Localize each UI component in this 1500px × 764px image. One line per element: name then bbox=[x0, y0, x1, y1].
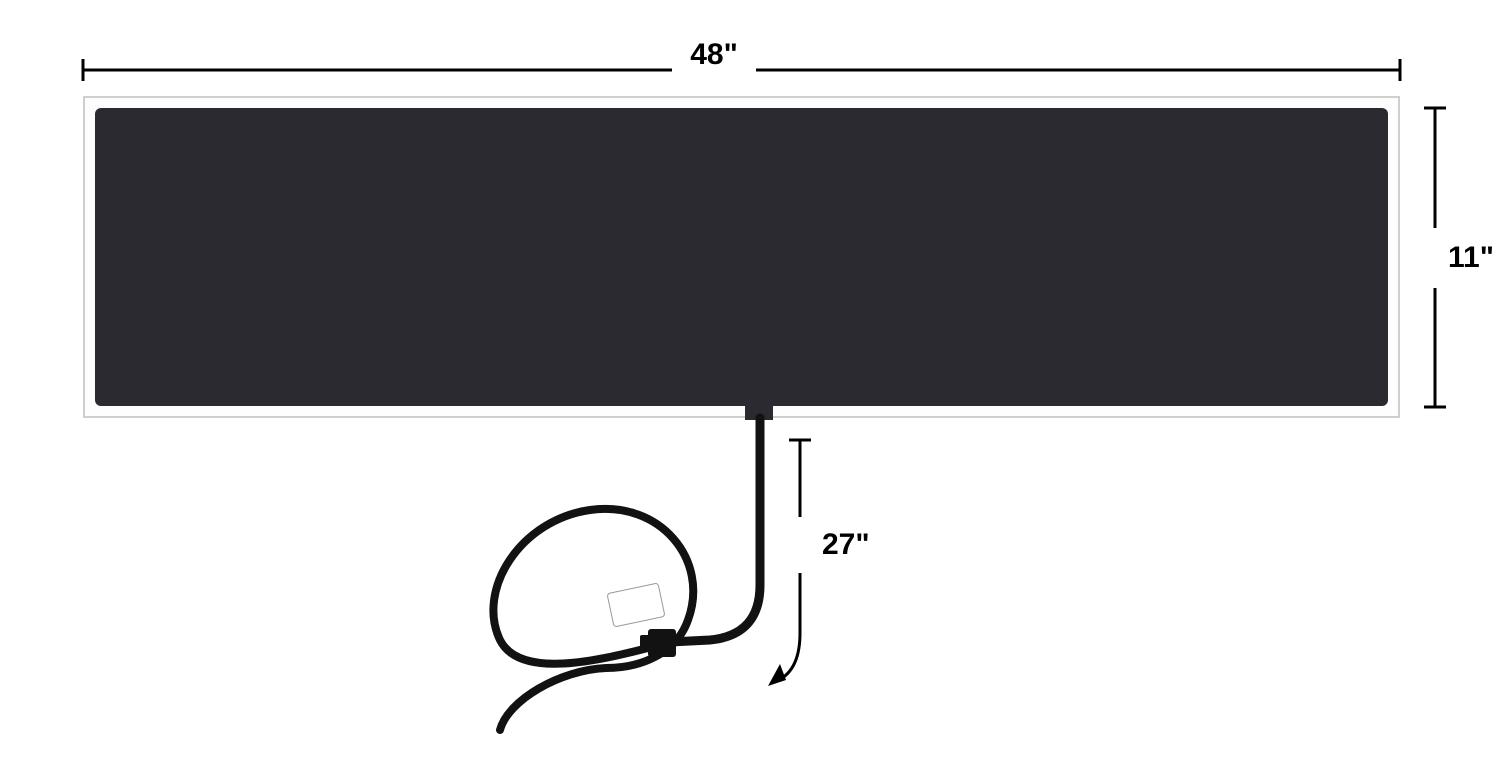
height-dimension-label: 11" bbox=[1448, 241, 1494, 275]
cord-dimension-label: 27" bbox=[822, 528, 870, 562]
panel-inner bbox=[95, 108, 1388, 406]
width-dimension-label: 48" bbox=[690, 38, 738, 72]
